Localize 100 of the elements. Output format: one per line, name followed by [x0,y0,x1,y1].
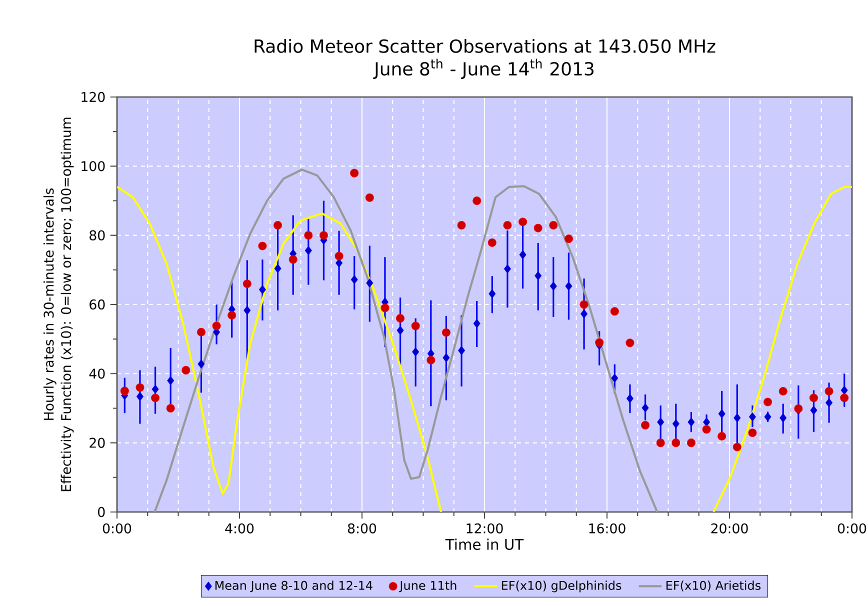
point [488,289,496,298]
y-tick-label: 100 [82,161,105,172]
point [518,218,528,226]
point [304,231,313,240]
legend-label: June 11th [399,580,456,592]
point [657,418,664,427]
point [549,221,558,230]
point [732,442,742,452]
x-tick-label: 20:00 [711,523,748,534]
point [458,346,466,356]
point [595,338,604,347]
point [734,413,741,422]
point [259,285,266,294]
point [488,238,496,247]
point [212,322,221,330]
chart-subtitle: June 8$^{th}$ - June 14$^{th}$ 2013 [373,58,594,79]
point [228,310,236,320]
point [244,306,251,315]
point [550,282,557,291]
point [198,359,205,369]
y-tick-label: 20 [90,438,105,448]
point [718,409,726,418]
point [840,394,849,402]
point [778,387,788,396]
point [534,224,542,232]
point [426,356,436,364]
point [840,386,848,395]
point [564,234,573,244]
point [672,438,680,448]
y-tick-label: 0 [98,506,105,518]
point [688,418,695,427]
point [580,309,588,318]
text: Effectivity Function (x10): 0=low or zero; 100=optimum [60,118,74,492]
point [626,394,634,404]
point [519,250,526,260]
y-tick-label: 60 [90,299,105,310]
point [641,420,650,430]
point [182,366,190,374]
x-tick-label: 16:00 [589,523,626,534]
point [809,394,818,402]
point [151,394,160,402]
point [534,271,542,280]
legend-label: EF(x10) Arietids [666,580,761,592]
point [274,264,282,274]
point [442,353,450,362]
x-tick-label: 4:00 [225,523,254,534]
point [136,392,144,402]
point [380,304,390,312]
point [626,338,634,348]
point [442,328,450,337]
point [473,318,480,328]
point [167,376,174,386]
point [764,412,772,422]
point [258,242,267,250]
point [503,221,512,230]
point [642,403,649,412]
point [504,264,511,274]
point [718,432,726,441]
point [748,428,757,438]
x-tick-label: 12:00 [466,523,503,534]
x-tick-label: 0:00 [102,523,132,534]
point [672,419,680,428]
x-axis-title: Time in UT [445,538,524,550]
point [686,438,696,448]
point [166,404,175,413]
point [472,196,482,206]
point [565,282,572,291]
point [610,307,619,316]
point [611,374,618,383]
point [288,255,298,264]
point [274,221,282,230]
legend-label: Mean June 8-10 and 12-14 [215,580,372,592]
point [411,322,420,330]
point [580,300,588,309]
point [350,168,359,178]
y-tick-label: 40 [89,368,105,379]
point [396,314,405,323]
point [152,384,159,394]
legend-label: EF(x10) gDelphinids [502,580,622,592]
chart-title: Radio Meteor Scatter Observations at 143.050 MHz [254,39,716,53]
point [334,252,344,260]
point [749,412,756,422]
point [196,328,206,336]
point [412,347,420,356]
point [764,398,772,406]
point [350,275,358,284]
point [656,438,665,448]
point [365,193,374,202]
point [824,387,834,396]
point [780,413,787,422]
point [457,221,466,230]
y-axis-title: Hourly rates in 30-minute intervals [43,188,56,420]
point [366,278,374,288]
y-tick-label: 120 [82,92,105,102]
y-tick-label: 80 [90,230,105,240]
point [396,326,404,335]
point [826,398,832,408]
point [810,406,818,415]
point [120,386,129,396]
point [702,425,711,434]
